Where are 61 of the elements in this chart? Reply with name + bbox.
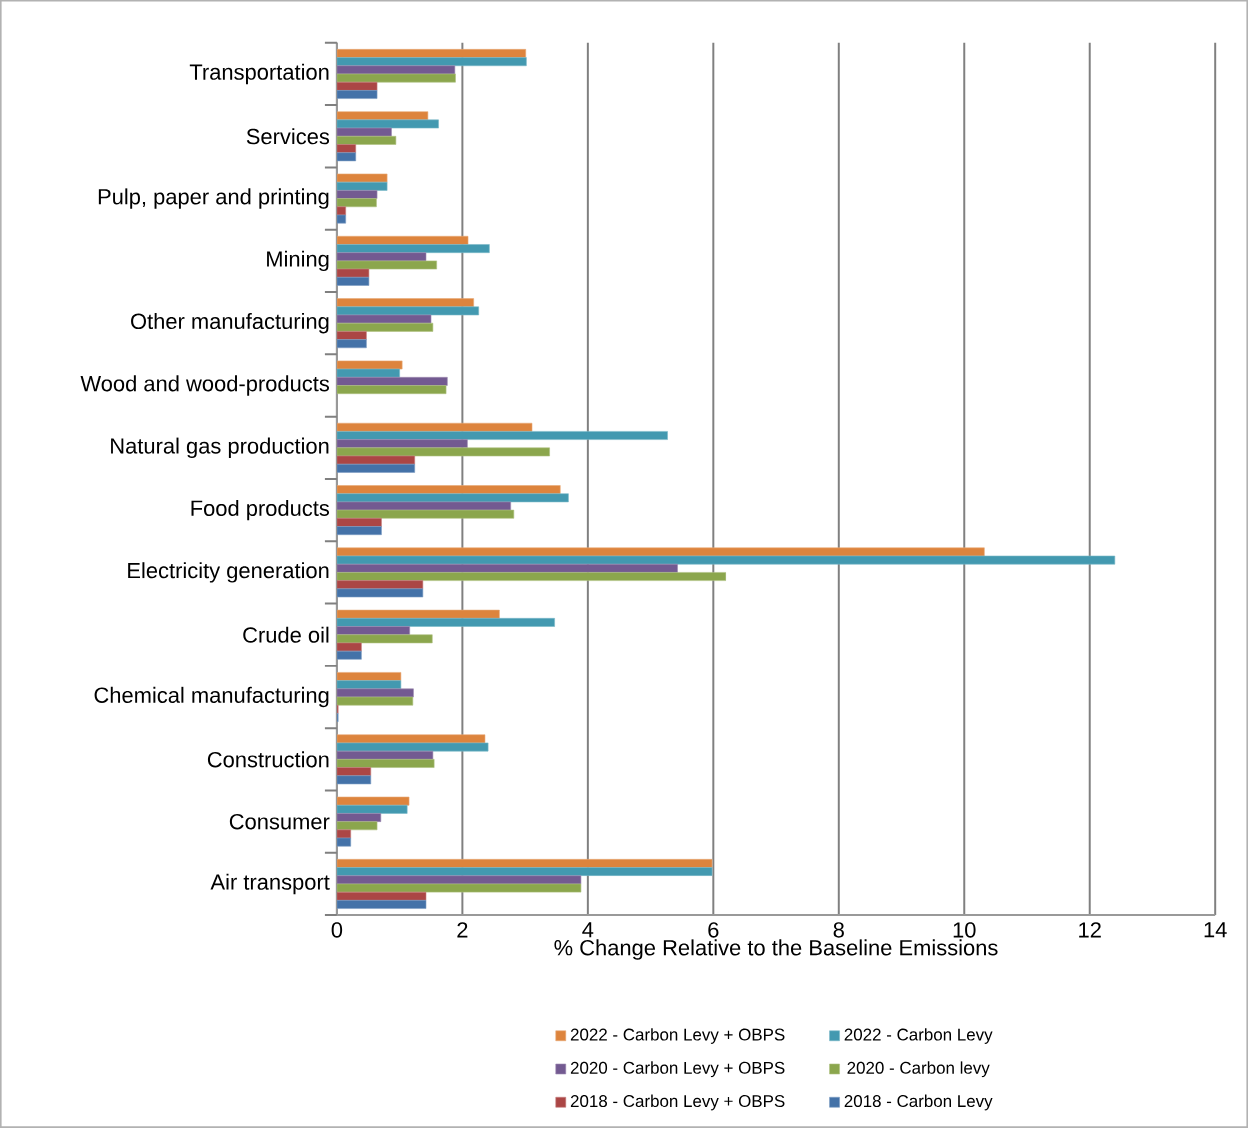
bar: [336, 796, 410, 806]
legend-label: 2018 - Carbon Levy: [844, 1094, 993, 1111]
y-tick-label: Consumer: [229, 813, 330, 830]
bar: [336, 493, 569, 503]
bar: [336, 680, 402, 690]
x-tick-label: 12: [1079, 922, 1101, 938]
x-tick-label: 0: [331, 922, 343, 938]
bar: [336, 672, 402, 681]
bar: [336, 431, 668, 440]
legend-label: 2022 - Carbon Levy + OBPS: [570, 1028, 785, 1044]
bar: [336, 750, 434, 760]
bar: [336, 804, 408, 814]
bar: [336, 618, 555, 627]
y-tick-label: Mining: [267, 250, 329, 272]
bar: [336, 867, 713, 877]
bar: [336, 314, 432, 324]
x-tick-label: 4: [582, 922, 594, 938]
bar: [336, 306, 479, 316]
x-tick-label: 14: [1204, 922, 1227, 938]
bar: [336, 742, 489, 752]
bar: [336, 298, 474, 308]
y-tick-label: Other manufacturing: [131, 313, 329, 334]
legend-label: 2020 - Carbon levy: [847, 1061, 990, 1078]
x-tick-label: 10: [953, 922, 976, 938]
y-tick-label: Services: [246, 128, 330, 145]
bar: [336, 173, 388, 183]
legend-label: 2018 - Carbon Levy + OBPS: [570, 1094, 785, 1111]
y-tick-label: Air transport: [210, 873, 330, 895]
y-tick-label: Transportation: [189, 63, 329, 85]
y-tick-label: Wood and wood-products: [80, 375, 330, 396]
bar: [336, 49, 527, 58]
bar: [336, 360, 403, 370]
y-tick-label: Chemical manufacturing: [94, 686, 329, 708]
bar: [336, 368, 400, 378]
bar: [336, 422, 533, 432]
bar: [336, 555, 1116, 565]
bar: [336, 485, 561, 495]
y-tick-label: Pulp, paper and printing: [98, 188, 329, 209]
bar: [336, 119, 439, 129]
x-axis-title: % Change Relative to the Baseline Emissions: [554, 939, 998, 960]
y-tick-label: Construction: [207, 751, 329, 768]
legend-label: 2022 - Carbon Levy: [844, 1028, 993, 1044]
y-tick-label: Food products: [191, 499, 330, 521]
bar: [336, 547, 985, 557]
bar: [336, 235, 469, 245]
bar: [336, 609, 500, 619]
legend-label: 2020 - Carbon Levy + OBPS: [570, 1061, 785, 1078]
bar: [336, 111, 429, 121]
bar: [336, 127, 392, 137]
y-tick-label: Electricity generation: [128, 562, 329, 583]
bar: [336, 57, 527, 67]
x-tick-label: 8: [833, 922, 844, 938]
y-tick-label: Natural gas production: [111, 437, 329, 459]
bar: [336, 563, 678, 573]
bar: [336, 244, 490, 253]
y-tick-label: Crude oil: [243, 626, 329, 643]
x-tick-label: 6: [708, 922, 719, 938]
bar: [336, 859, 713, 868]
x-tick-label: 2: [457, 922, 468, 938]
bar: [336, 734, 486, 744]
bar: [336, 181, 388, 191]
